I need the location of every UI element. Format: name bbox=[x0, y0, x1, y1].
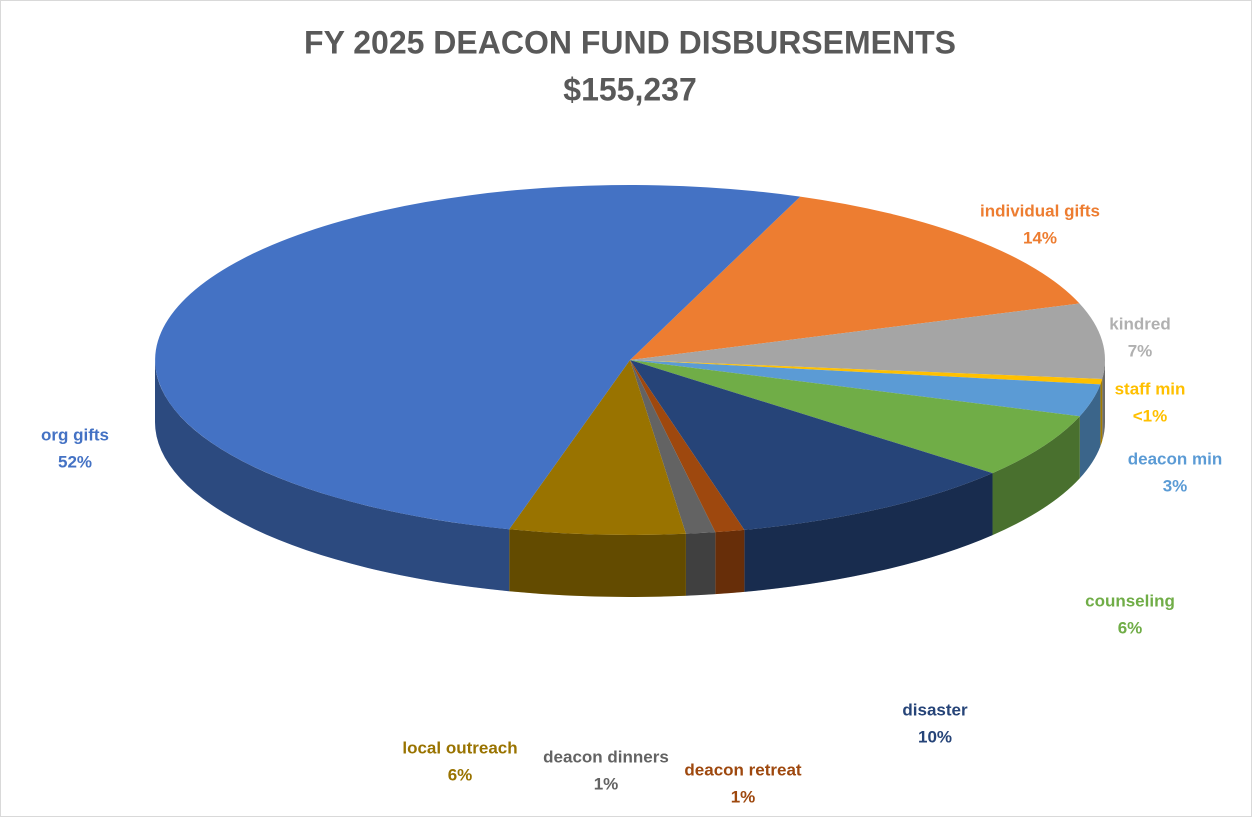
slice bbox=[509, 360, 686, 535]
slice-side-shade bbox=[992, 416, 1080, 536]
slice-value-label: 1% bbox=[731, 787, 756, 806]
labels: individual gifts 14% kindred 7% staff min <1%… bbox=[41, 201, 1222, 806]
slice-side-shade bbox=[509, 529, 686, 597]
slice-side bbox=[992, 416, 1080, 536]
slice-side bbox=[744, 473, 993, 592]
chart-title: FY 2025 DEACON FUND DISBURSEMENTS bbox=[304, 24, 956, 60]
slice bbox=[630, 360, 1101, 417]
slice-name: org gifts bbox=[41, 425, 109, 444]
slice-name: deacon retreat bbox=[684, 760, 801, 779]
slice-side-shade bbox=[155, 360, 510, 592]
slice-side-shade bbox=[744, 473, 993, 592]
slice-value-label: <1% bbox=[1133, 406, 1168, 425]
slice-side bbox=[685, 532, 716, 596]
slice-side-shade bbox=[715, 529, 745, 595]
slice bbox=[630, 360, 745, 533]
slice-name: disaster bbox=[902, 700, 968, 719]
slice-name: counseling bbox=[1085, 591, 1175, 610]
pie-sides bbox=[155, 360, 1105, 597]
slice-value-label: 1% bbox=[594, 774, 619, 793]
slice-side-shade bbox=[1079, 384, 1101, 479]
slice-value-label: 14% bbox=[1023, 228, 1057, 247]
slice-name: individual gifts bbox=[980, 201, 1100, 220]
slice bbox=[630, 360, 993, 530]
slice-side bbox=[155, 360, 510, 592]
slice-value-label: 52% bbox=[58, 452, 92, 471]
slice-side bbox=[1102, 360, 1105, 441]
slice-side-shade bbox=[1100, 378, 1103, 447]
slice bbox=[155, 185, 801, 530]
slice-value-label: 6% bbox=[448, 765, 473, 784]
slice-side bbox=[1079, 384, 1101, 479]
pie-tops bbox=[155, 185, 1105, 535]
slice-name: deacon dinners bbox=[543, 747, 669, 766]
slice-side bbox=[509, 529, 686, 597]
slice bbox=[630, 360, 716, 534]
slice-side bbox=[715, 529, 745, 595]
slice-side bbox=[1100, 378, 1103, 447]
slice-value-label: 10% bbox=[918, 727, 952, 746]
slice bbox=[630, 360, 1080, 474]
slice-name: local outreach bbox=[402, 738, 517, 757]
slice-side-shade bbox=[685, 532, 716, 596]
slice bbox=[630, 196, 1080, 360]
slice-value-label: 6% bbox=[1118, 618, 1143, 637]
slice bbox=[630, 303, 1105, 379]
slice-value-label: 3% bbox=[1163, 476, 1188, 495]
slice-value-label: 7% bbox=[1128, 341, 1153, 360]
slice-name: deacon min bbox=[1128, 449, 1222, 468]
chart-subtitle: $155,237 bbox=[563, 71, 696, 107]
slice-name: staff min bbox=[1115, 379, 1186, 398]
slice-name: kindred bbox=[1109, 314, 1170, 333]
slice bbox=[630, 360, 1103, 385]
slice-side-shade bbox=[1102, 360, 1105, 441]
